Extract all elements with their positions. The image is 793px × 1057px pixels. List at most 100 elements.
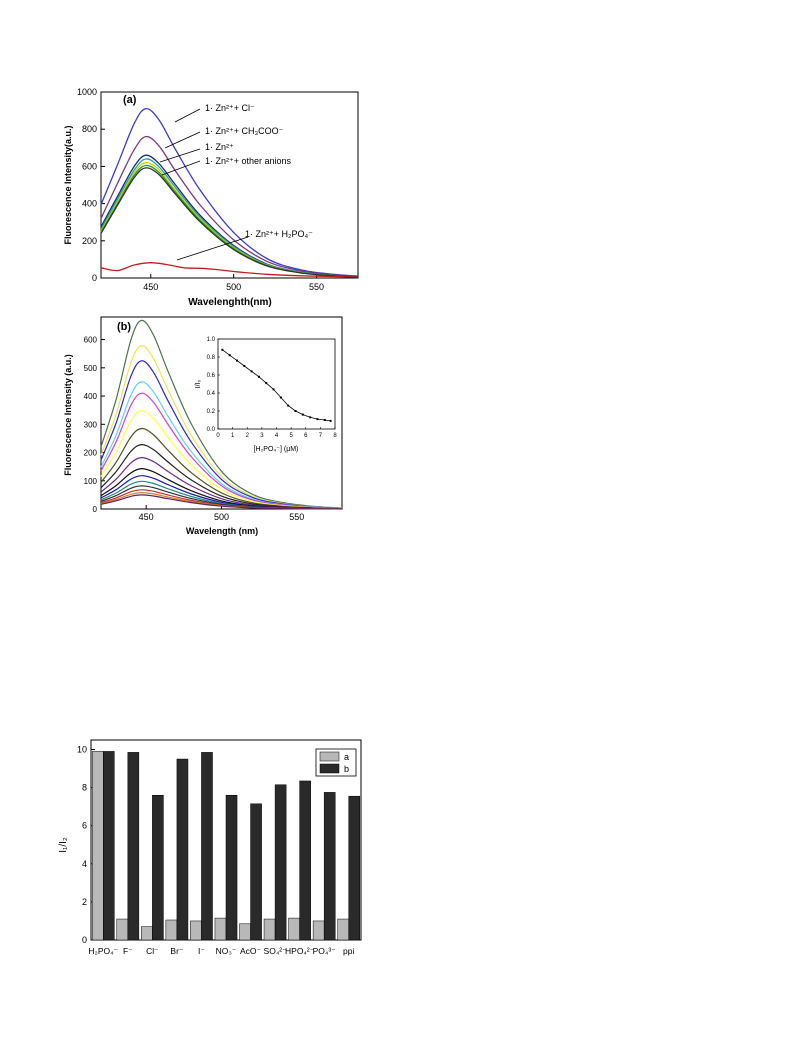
x-axis-label: Wavelenghth(nm) [188, 297, 272, 308]
bar-b [176, 758, 189, 941]
bar-b [103, 751, 115, 941]
legend-label-a: a [344, 752, 349, 762]
y-tick-label: 200 [84, 449, 98, 458]
bar-b [299, 780, 311, 941]
category-label: F⁻ [123, 946, 133, 956]
inset-data-point [265, 382, 268, 385]
y-tick-label: 0 [92, 273, 97, 283]
inset-data-point [323, 419, 326, 421]
legend-swatch-a [319, 751, 340, 762]
y-tick-label: 400 [84, 392, 98, 401]
bar-b [250, 803, 262, 941]
inset-y-tick-label: 0.4 [207, 391, 216, 397]
y-tick-label: 100 [84, 477, 98, 486]
y-tick-label: 8 [82, 783, 87, 793]
annotation-arrow [159, 148, 201, 163]
y-tick-label: 2 [82, 897, 87, 907]
series-line [100, 262, 359, 278]
inset-data-point [236, 359, 239, 362]
inset-x-label: [H₂PO₄⁻] (μM) [254, 446, 299, 453]
inset-data-point [294, 410, 297, 412]
inset-data-point [257, 375, 260, 378]
annotation-zn-h2po4: 1· Zn²⁺+ H₂PO₄⁻ [245, 229, 313, 239]
inset-x-tick-label: 4 [275, 433, 279, 439]
bar-a [239, 923, 251, 941]
inset-data-point [250, 370, 253, 373]
inset-x-tick-label: 1 [231, 433, 235, 439]
inset-frame [217, 338, 336, 430]
category-label: HPO₄²⁻ [285, 946, 315, 956]
bar-b [152, 794, 164, 941]
inset-data-point [228, 354, 231, 357]
annotation-zn: 1· Zn²⁺ [205, 142, 234, 152]
inset-chart: [H₂PO₄⁻] (μM) I/I₀ 0 1 2 3 4 5 6 7 8 0.0 0.2 0.4 0.6… [195, 337, 337, 453]
inset-x-tick-label: 8 [333, 433, 337, 439]
series-line [100, 162, 359, 278]
bar-b [201, 752, 213, 941]
y-tick-label: 500 [84, 364, 98, 373]
bar-a [91, 751, 104, 941]
bar-b [348, 795, 361, 941]
inset-y-tick-label: 0.0 [207, 427, 216, 433]
chart-panel-b: (b) Wavelength (nm) Fluorescence Intensi… [63, 316, 343, 536]
y-tick-label: 200 [82, 236, 97, 246]
inset-data-point [309, 416, 312, 419]
category-label: ppi [343, 946, 354, 956]
x-tick-label: 450 [139, 512, 154, 522]
legend: a b [315, 748, 357, 777]
annotation-arrow [161, 160, 201, 176]
y-tick-label: 4 [82, 859, 87, 869]
x-tick-label: 500 [226, 282, 241, 292]
y-tick-label: 800 [82, 124, 97, 134]
series-line [100, 167, 359, 278]
annotation-zn-other: 1· Zn²⁺+ other anions [205, 156, 292, 166]
inset-y-label: I/I₀ [195, 380, 202, 389]
series-line [100, 154, 359, 278]
x-tick-label: 550 [309, 282, 324, 292]
plot-frame [100, 91, 359, 279]
category-label: AcO⁻ [240, 946, 262, 956]
category-label: I⁻ [198, 946, 205, 956]
inset-data-point [316, 418, 319, 421]
bar-b [225, 794, 238, 941]
series-line [100, 319, 343, 509]
inset-x-tick-label: 7 [319, 433, 323, 439]
inset-x-tick-label: 5 [289, 433, 293, 439]
inset-data-point [272, 388, 275, 391]
inset-data-point [329, 419, 332, 422]
y-tick-label: 1000 [77, 87, 97, 97]
x-axis-label: Wavelength (nm) [186, 526, 258, 536]
series-line [100, 135, 359, 277]
series-line [100, 360, 343, 509]
bar-a [116, 918, 129, 941]
annotation-arrow [174, 108, 201, 123]
bar-b [274, 784, 287, 941]
series-line [100, 158, 359, 278]
y-tick-label: 600 [84, 336, 98, 345]
y-tick-label: 600 [82, 161, 97, 171]
inset-x-tick-label: 6 [304, 433, 308, 439]
bar-a [165, 919, 178, 941]
bar-a [141, 926, 153, 941]
annotation-zn-acetate: 1· Zn²⁺+ CH₃COO⁻ [205, 126, 284, 136]
inset-series-line [222, 349, 331, 422]
bar-a [190, 920, 202, 941]
panel-label: (a) [123, 94, 137, 106]
category-label: Cl⁻ [146, 946, 159, 956]
inset-data-point [221, 348, 224, 351]
y-tick-label: 6 [82, 821, 87, 831]
category-label: H₂PO₄⁻ [88, 946, 118, 956]
inset-data-point [279, 396, 282, 399]
y-tick-label: 400 [82, 199, 97, 209]
series-line [100, 164, 359, 278]
inset-y-tick-label: 1.0 [207, 337, 216, 343]
inset-data-point [287, 404, 290, 407]
x-tick-label: 550 [289, 512, 304, 522]
inset-y-tick-label: 0.8 [207, 355, 216, 361]
legend-label-b: b [344, 764, 349, 774]
category-label: SO₄²⁻ [264, 946, 288, 956]
bar-a [214, 917, 227, 941]
y-tick-label: 0 [82, 935, 87, 945]
y-axis-label: I₁/I₂ [58, 837, 69, 853]
